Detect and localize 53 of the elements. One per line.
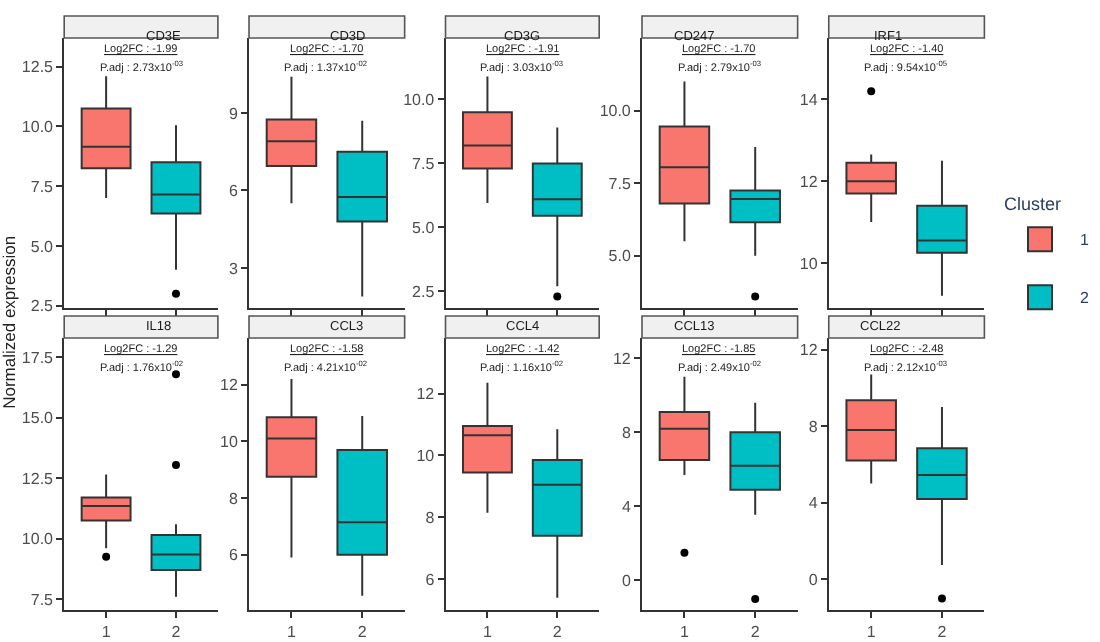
x-tick-label: 2: [937, 623, 948, 642]
y-tick-label: 2.5: [412, 282, 436, 301]
x-tick-label: 2: [750, 623, 761, 642]
legend-label: 2: [1080, 289, 1090, 308]
y-tick-label: 5.0: [412, 218, 436, 237]
legend-title: Cluster: [1004, 194, 1062, 215]
y-tick-label: 0: [808, 570, 819, 589]
y-tick-label: 10.0: [21, 530, 55, 549]
y-axis-title: Normalized expression: [0, 235, 19, 409]
y-tick-label: 7.5: [608, 174, 632, 193]
y-tick-label: 2.5: [30, 297, 55, 316]
y-tick-label: 10: [416, 447, 436, 466]
y-tick-label: 12.5: [21, 469, 55, 488]
x-tick-label: 1: [866, 623, 877, 642]
y-tick-label: 14: [799, 90, 819, 109]
legend-label: 1: [1080, 231, 1090, 250]
y-tick-label: 12: [612, 349, 632, 368]
x-tick-label: 1: [482, 623, 493, 642]
y-tick-label: 12: [416, 385, 436, 404]
y-tick-label: 10: [220, 433, 239, 452]
y-tick-label: 4: [808, 494, 819, 513]
y-tick-label: 7.5: [30, 590, 55, 609]
y-tick-label: 5.0: [30, 237, 55, 256]
y-tick-label: 3: [228, 259, 239, 278]
x-tick-label: 1: [679, 623, 690, 642]
y-tick-label: 12: [799, 172, 819, 191]
y-tick-label: 6: [228, 182, 239, 201]
y-tick-label: 12: [220, 376, 239, 395]
y-tick-label: 12: [799, 341, 819, 360]
y-tick-label: 10.0: [599, 102, 632, 121]
y-tick-label: 9: [228, 104, 239, 123]
y-tick-label: 15.0: [21, 409, 55, 428]
y-tick-label: 7.5: [30, 177, 55, 196]
y-tick-label: 8: [228, 489, 239, 508]
y-tick-label: 8: [621, 423, 632, 442]
y-tick-label: 17.5: [21, 348, 55, 367]
y-tick-label: 5.0: [608, 247, 632, 266]
y-tick-label: 0: [621, 572, 632, 590]
x-tick-label: 2: [552, 623, 563, 642]
y-tick-label: 12.5: [21, 58, 55, 77]
x-tick-label: 1: [287, 623, 298, 642]
x-tick-label: 1: [101, 623, 112, 642]
x-tick-label: 2: [357, 623, 368, 642]
y-tick-label: 8: [808, 417, 819, 436]
y-tick-label: 7.5: [412, 155, 436, 173]
y-tick-label: 6: [228, 546, 239, 565]
y-tick-label: 4: [621, 497, 632, 516]
y-tick-label: 10.0: [21, 118, 55, 136]
y-tick-label: 8: [425, 508, 436, 527]
x-tick-label: 2: [171, 623, 182, 642]
y-tick-label: 6: [425, 570, 436, 589]
y-tick-label: 10: [799, 254, 819, 273]
y-tick-label: 10.0: [403, 91, 436, 110]
